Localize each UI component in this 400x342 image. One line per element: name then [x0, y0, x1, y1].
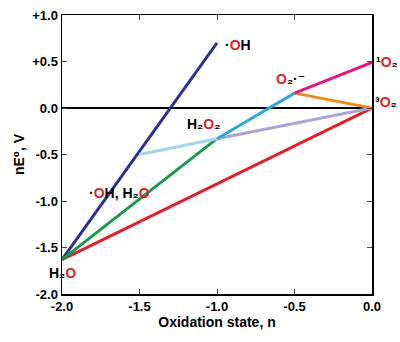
svg-text:-0.5: -0.5 — [283, 299, 305, 314]
svg-text:nE⁰, V: nE⁰, V — [11, 133, 27, 175]
svg-text:-0.5: -0.5 — [35, 147, 57, 162]
svg-text:-2.0: -2.0 — [35, 287, 57, 302]
svg-text:¹O₂: ¹O₂ — [376, 54, 398, 70]
svg-text:H₂O: H₂O — [49, 265, 76, 281]
svg-text:+1.0: +1.0 — [32, 8, 58, 23]
svg-text:³O₂: ³O₂ — [375, 94, 397, 110]
svg-text:-1.0: -1.0 — [206, 299, 228, 314]
svg-text:Oxidation state, n: Oxidation state, n — [158, 314, 275, 330]
svg-text:+0.5: +0.5 — [32, 54, 58, 69]
svg-text:-1.5: -1.5 — [35, 240, 57, 255]
svg-text:H₂O₂: H₂O₂ — [187, 116, 220, 132]
svg-text:O₂·⁻: O₂·⁻ — [276, 71, 305, 87]
svg-text:-1.0: -1.0 — [35, 194, 57, 209]
svg-text:·OH, H₂O: ·OH, H₂O — [89, 185, 150, 201]
svg-text:·OH: ·OH — [225, 37, 251, 53]
svg-text:-1.5: -1.5 — [128, 299, 150, 314]
svg-text:-2.0: -2.0 — [51, 299, 73, 314]
svg-text:0.0: 0.0 — [363, 299, 381, 314]
svg-text:0.0: 0.0 — [40, 101, 58, 116]
